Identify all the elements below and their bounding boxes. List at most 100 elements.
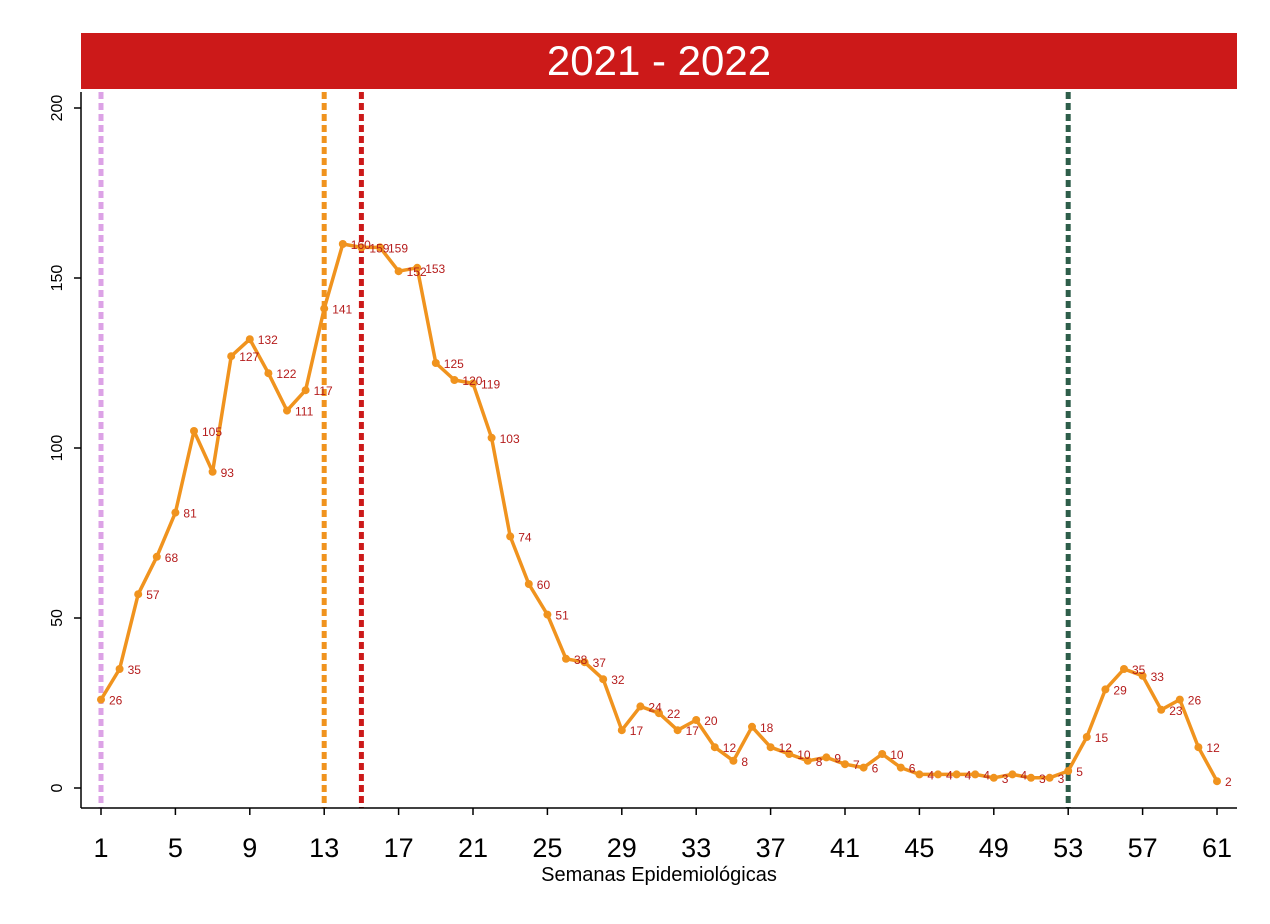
- data-label-52: 3: [1058, 772, 1065, 786]
- data-label-10: 122: [276, 367, 296, 381]
- data-label-31: 22: [667, 707, 681, 721]
- y-tick-label-100: 100: [49, 435, 66, 462]
- data-point-12: [301, 386, 310, 395]
- data-label-26: 38: [574, 653, 588, 667]
- data-point-44: [896, 763, 905, 772]
- x-tick-label-41: 41: [830, 833, 860, 863]
- data-label-39: 8: [816, 755, 823, 769]
- data-point-58: [1157, 705, 1166, 714]
- data-points: [97, 240, 1221, 786]
- data-point-47: [952, 770, 961, 779]
- data-point-57: [1138, 671, 1147, 680]
- data-label-1: 26: [109, 694, 123, 708]
- data-label-59: 26: [1188, 694, 1202, 708]
- data-label-50: 4: [1020, 768, 1027, 782]
- data-label-34: 12: [723, 741, 737, 755]
- data-point-20: [450, 376, 459, 384]
- data-point-2: [115, 665, 124, 673]
- data-point-49: [989, 773, 998, 782]
- data-point-11: [283, 406, 291, 415]
- data-label-41: 7: [853, 758, 860, 772]
- data-point-40: [822, 753, 831, 762]
- data-point-55: [1101, 685, 1110, 694]
- data-label-28: 32: [611, 673, 625, 687]
- data-label-30: 24: [648, 700, 662, 714]
- x-tick-label-13: 13: [309, 833, 339, 863]
- data-point-28: [599, 675, 608, 684]
- data-label-25: 51: [555, 609, 569, 623]
- data-point-17: [394, 267, 403, 276]
- data-label-60: 12: [1206, 741, 1220, 755]
- data-point-13: [320, 304, 329, 313]
- data-point-23: [506, 532, 515, 541]
- data-label-38: 10: [797, 748, 811, 762]
- data-point-38: [785, 750, 794, 758]
- data-label-22: 103: [500, 432, 520, 446]
- y-tick-label-0: 0: [49, 783, 66, 792]
- x-tick-label-37: 37: [756, 833, 786, 863]
- data-point-15: [357, 243, 366, 252]
- data-label-44: 6: [909, 762, 916, 776]
- data-label-55: 29: [1113, 683, 1127, 697]
- x-tick-label-17: 17: [384, 833, 414, 863]
- data-point-59: [1175, 695, 1184, 704]
- data-point-5: [171, 508, 180, 517]
- data-point-52: [1045, 773, 1054, 782]
- x-tick-label-45: 45: [904, 833, 934, 863]
- data-label-58: 23: [1169, 704, 1183, 718]
- data-label-18: 153: [425, 262, 445, 276]
- data-label-20: 120: [462, 374, 482, 388]
- data-label-24: 60: [537, 578, 551, 592]
- data-label-17: 152: [407, 265, 427, 279]
- data-point-4: [152, 552, 161, 561]
- data-point-36: [748, 722, 756, 731]
- data-point-60: [1194, 743, 1203, 752]
- data-label-11: 111: [295, 405, 314, 419]
- data-label-3: 57: [146, 588, 160, 602]
- data-label-23: 74: [518, 530, 532, 544]
- data-label-47: 4: [965, 768, 972, 782]
- x-tick-label-29: 29: [607, 833, 637, 863]
- data-point-33: [692, 716, 701, 724]
- x-tick-label-5: 5: [168, 833, 183, 863]
- data-point-35: [729, 756, 738, 765]
- data-label-42: 6: [872, 762, 879, 776]
- data-point-24: [524, 580, 533, 588]
- data-point-32: [673, 726, 682, 735]
- data-label-16: 159: [388, 241, 408, 255]
- data-label-57: 33: [1151, 670, 1165, 684]
- data-label-9: 132: [258, 333, 278, 347]
- data-label-29: 17: [630, 724, 644, 738]
- data-point-8: [227, 352, 236, 361]
- data-label-12: 117: [314, 384, 333, 398]
- x-tick-label-33: 33: [681, 833, 711, 863]
- data-label-46: 4: [946, 768, 953, 782]
- x-tick-label-61: 61: [1202, 833, 1232, 863]
- data-point-39: [803, 756, 812, 765]
- x-tick-label-49: 49: [979, 833, 1009, 863]
- data-label-53: 5: [1076, 765, 1083, 779]
- data-point-6: [190, 427, 198, 435]
- data-point-10: [264, 369, 273, 378]
- data-point-41: [841, 760, 849, 769]
- data-point-50: [1008, 770, 1017, 779]
- chart-title: 2021 - 2022: [546, 37, 772, 84]
- data-label-6: 105: [202, 425, 222, 439]
- data-point-18: [413, 263, 422, 272]
- x-tick-label-53: 53: [1053, 833, 1083, 863]
- data-label-36: 18: [760, 721, 774, 735]
- data-label-43: 10: [890, 748, 904, 762]
- data-label-48: 4: [983, 768, 990, 782]
- data-point-9: [245, 335, 254, 344]
- data-label-37: 12: [779, 741, 793, 755]
- data-point-56: [1120, 665, 1128, 673]
- data-point-27: [580, 658, 589, 667]
- data-point-22: [487, 433, 496, 442]
- y-tick-label-150: 150: [49, 265, 66, 292]
- data-point-43: [878, 750, 887, 758]
- data-point-53: [1064, 767, 1073, 775]
- data-label-49: 3: [1002, 772, 1009, 786]
- data-label-21: 119: [481, 377, 500, 391]
